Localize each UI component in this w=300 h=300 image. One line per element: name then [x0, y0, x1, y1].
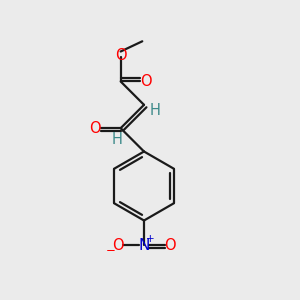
- Text: −: −: [106, 244, 116, 257]
- Text: +: +: [146, 233, 155, 244]
- Text: O: O: [140, 74, 152, 89]
- Text: O: O: [89, 121, 100, 136]
- Text: O: O: [165, 238, 176, 253]
- Text: H: H: [150, 103, 161, 118]
- Text: H: H: [112, 132, 122, 147]
- Text: O: O: [115, 48, 127, 63]
- Text: O: O: [112, 238, 123, 253]
- Text: N: N: [138, 238, 150, 253]
